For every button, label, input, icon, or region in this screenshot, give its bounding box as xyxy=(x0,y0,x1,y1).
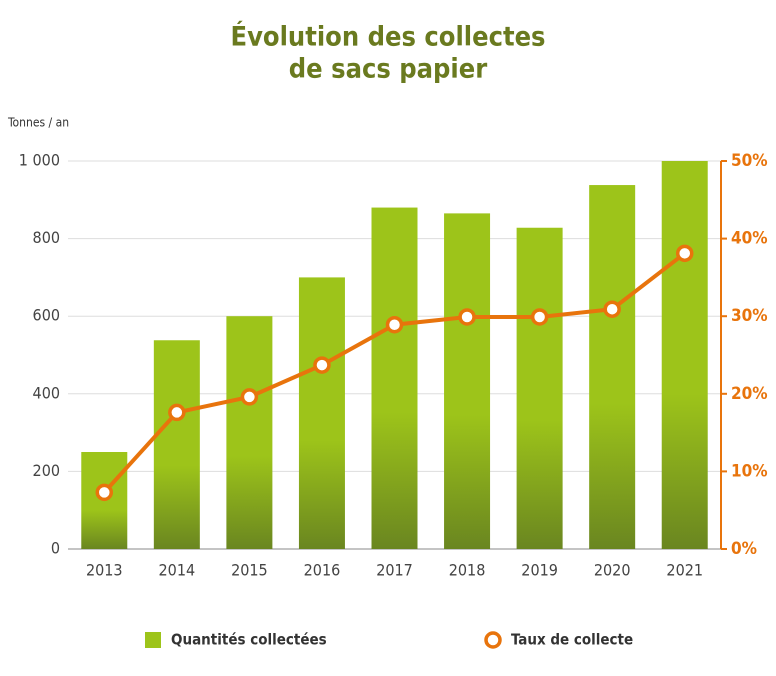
point xyxy=(675,244,694,263)
point xyxy=(313,356,331,374)
y2-tick-label: 20% xyxy=(731,384,768,404)
x-tick-label: 2013 xyxy=(86,561,123,580)
bar xyxy=(371,207,418,549)
bar xyxy=(226,316,273,549)
bar xyxy=(444,213,491,549)
y-tick-label: 200 xyxy=(33,461,60,480)
bar xyxy=(589,185,636,549)
bar xyxy=(516,227,563,549)
chart-title: de sacs papier xyxy=(289,54,487,85)
y-axis-label: Tonnes / an xyxy=(7,116,69,130)
point xyxy=(530,308,549,326)
x-tick-label: 2016 xyxy=(304,561,341,580)
x-tick-label: 2015 xyxy=(231,561,268,580)
x-tick-label: 2017 xyxy=(376,561,413,580)
x-tick-label: 2018 xyxy=(449,561,486,580)
y-tick-label: 400 xyxy=(33,383,60,402)
point xyxy=(240,388,259,406)
bar xyxy=(298,277,345,549)
x-tick-label: 2021 xyxy=(666,561,703,580)
y2-tick-label: 40% xyxy=(731,229,768,249)
bar xyxy=(661,161,708,549)
x-tick-label: 2014 xyxy=(159,561,196,580)
y2-tick-label: 50% xyxy=(731,151,768,171)
x-tick-label: 2020 xyxy=(594,561,631,580)
y-tick-label: 0 xyxy=(51,539,60,558)
legend-swatch xyxy=(145,632,161,648)
legend-swatch xyxy=(484,631,502,649)
legend-label: Taux de collecte xyxy=(511,631,633,649)
y-tick-label: 1 000 xyxy=(19,151,60,170)
y2-tick-label: 0% xyxy=(731,539,757,559)
chart-title: Évolution des collectes xyxy=(230,21,545,53)
point xyxy=(168,403,186,422)
x-tick-label: 2019 xyxy=(521,561,558,580)
y-tick-label: 600 xyxy=(33,306,60,325)
point xyxy=(95,483,114,502)
point xyxy=(603,300,621,318)
point xyxy=(385,315,404,334)
bar xyxy=(153,340,200,549)
y2-tick-label: 10% xyxy=(731,461,768,481)
legend-label: Quantités collectées xyxy=(171,631,327,649)
point xyxy=(458,308,476,326)
y-tick-label: 800 xyxy=(33,228,60,247)
y2-tick-label: 30% xyxy=(731,306,768,326)
